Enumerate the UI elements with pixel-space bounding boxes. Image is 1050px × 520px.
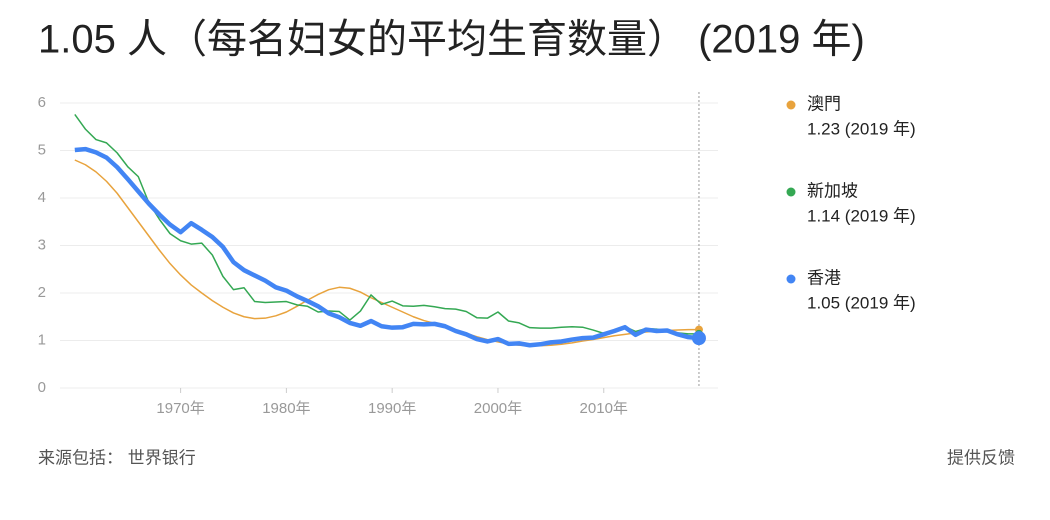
legend-value: 1.23 (2019 年) <box>807 119 916 138</box>
x-tick-label: 2010年 <box>580 400 628 417</box>
series-line <box>74 113 699 335</box>
chart-title: 1.05 人（每名妇女的平均生育数量） (2019 年) <box>38 18 865 62</box>
legend-marker <box>786 274 796 284</box>
end-point <box>691 331 706 346</box>
y-tick-label: 2 <box>38 284 46 301</box>
x-tick-label: 1970年 <box>156 400 204 417</box>
x-tick-label: 1990年 <box>368 400 416 417</box>
y-tick-label: 0 <box>38 379 46 396</box>
y-tick-label: 6 <box>38 94 46 111</box>
y-tick-label: 1 <box>38 331 46 348</box>
series-line <box>74 146 700 348</box>
legend-value: 1.05 (2019 年) <box>807 293 916 312</box>
x-tick-label: 2000年 <box>474 400 522 417</box>
legend-name: 香港 <box>807 268 841 287</box>
source: 来源包括： 世界银行 <box>38 448 196 467</box>
x-tick-label: 1980年 <box>262 400 310 417</box>
legend-value: 1.14 (2019 年) <box>807 206 916 225</box>
y-tick-label: 4 <box>38 189 46 206</box>
feedback-link[interactable]: 提供反馈 <box>947 448 1015 467</box>
legend-marker <box>786 187 796 197</box>
legend-name: 澳門 <box>807 94 841 113</box>
legend-name: 新加坡 <box>807 181 858 200</box>
y-tick-label: 3 <box>38 236 46 253</box>
legend-marker <box>786 100 796 110</box>
y-tick-label: 5 <box>38 141 46 158</box>
series-line <box>74 159 699 347</box>
